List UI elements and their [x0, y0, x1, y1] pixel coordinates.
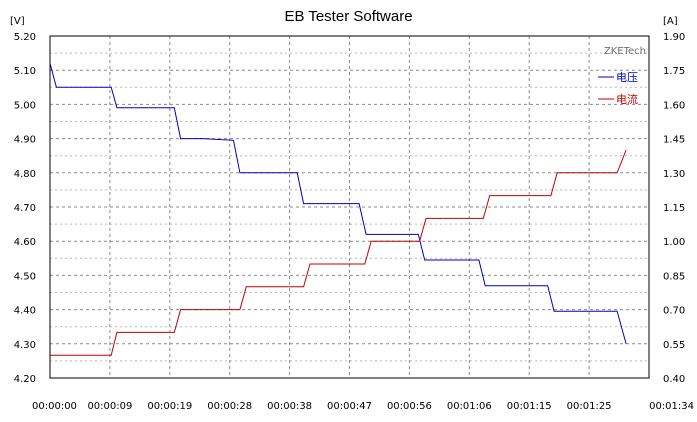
gridlines	[50, 36, 649, 378]
y-left-tick-label: 4.50	[14, 271, 36, 282]
x-tick-label: 00:01:06	[447, 401, 492, 412]
y-left-tick-label: 4.40	[14, 306, 36, 317]
y-left-tick-label: 4.30	[14, 340, 36, 351]
y-right-tick-label: 1.45	[663, 135, 685, 146]
x-tick-label: 00:00:56	[387, 401, 432, 412]
watermark: ZKETech	[604, 46, 646, 57]
legend-label: 电流	[616, 92, 638, 106]
y-left-tick-label: 4.90	[14, 135, 36, 146]
x-tick-label: 00:00:00	[32, 401, 77, 412]
y-left-tick-label: 4.20	[14, 374, 36, 385]
x-tick-label: 00:00:28	[207, 401, 252, 412]
x-tick-label: 00:00:19	[147, 401, 192, 412]
plot-border	[49, 35, 650, 379]
series-line-voltage	[49, 63, 627, 344]
chart-title: EB Tester Software	[284, 8, 412, 25]
y-right-tick-label: 0.85	[663, 271, 685, 282]
x-tick-label: 00:01:25	[567, 401, 612, 412]
left-axis-unit: [V]	[10, 16, 25, 27]
y-right-tick-label: 0.70	[663, 306, 685, 317]
y-left-tick-label: 5.10	[14, 66, 36, 77]
right-axis-unit: [A]	[663, 16, 678, 27]
y-left-tick-label: 5.20	[14, 32, 36, 43]
y-right-tick-label: 0.55	[663, 340, 685, 351]
y-left-tick-label: 5.00	[14, 100, 36, 111]
legend-label: 电压	[616, 71, 638, 84]
y-left-tick-label: 4.80	[14, 169, 36, 180]
tick-labels: 5.20 5.10 5.00 4.90 4.80 4.70 4.60 4.50 4.40 4.30…	[14, 32, 694, 412]
y-right-tick-label: 1.60	[663, 100, 685, 111]
y-right-tick-label: 1.30	[663, 169, 685, 180]
x-tick-label: 00:00:38	[267, 401, 312, 412]
x-tick-label: 00:00:09	[87, 401, 132, 412]
y-left-tick-label: 4.70	[14, 203, 36, 214]
y-right-tick-label: 0.40	[663, 374, 685, 385]
y-right-tick-label: 1.75	[663, 66, 685, 77]
x-tick-label: 00:01:15	[507, 401, 552, 412]
y-right-tick-label: 1.00	[663, 237, 685, 248]
x-tick-label: 00:01:34	[649, 401, 694, 412]
series-line-current	[50, 149, 627, 356]
series-layer	[49, 63, 627, 356]
y-left-tick-label: 4.60	[14, 237, 36, 248]
x-tick-label: 00:00:47	[327, 401, 372, 412]
y-right-tick-label: 1.90	[663, 32, 685, 43]
y-right-tick-label: 1.15	[663, 203, 685, 214]
